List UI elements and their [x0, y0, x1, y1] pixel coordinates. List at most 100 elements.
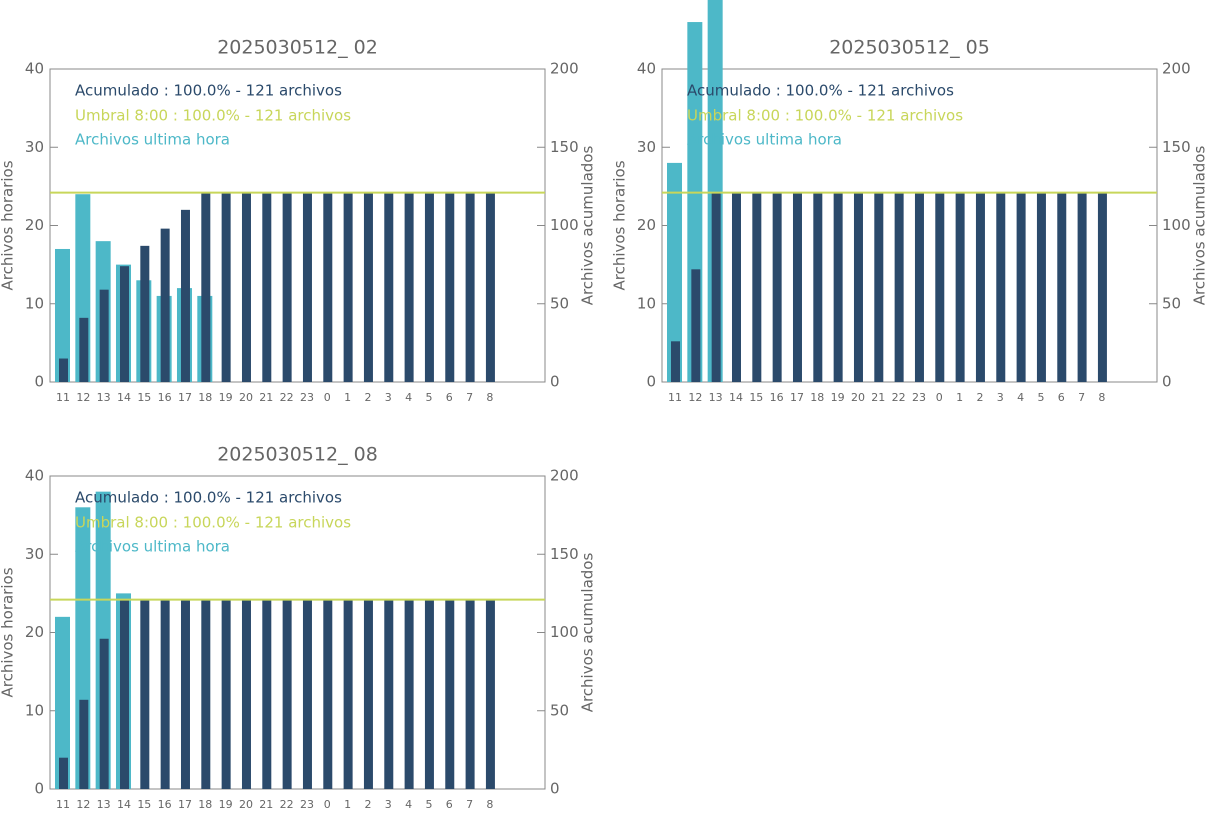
legend-text: Umbral 8:00 : 100.0% - 121 archivos: [75, 514, 351, 532]
x-tick-label: 2: [364, 391, 371, 404]
y-tick-label: 40: [25, 467, 44, 485]
x-tick-label: 7: [466, 798, 473, 811]
cumulative-bar: [222, 600, 231, 789]
cumulative-bar: [976, 193, 985, 382]
y2-tick-label: 150: [550, 138, 579, 156]
cumulative-bar: [323, 600, 332, 789]
x-tick-label: 0: [936, 391, 943, 404]
cumulative-bar: [283, 193, 292, 382]
cumulative-bar: [384, 193, 393, 382]
x-tick-label: 21: [871, 391, 885, 404]
cumulative-bar: [405, 193, 414, 382]
x-tick-label: 2: [976, 391, 983, 404]
cumulative-bar: [895, 193, 904, 382]
x-tick-label: 2: [364, 798, 371, 811]
x-tick-label: 18: [198, 391, 212, 404]
x-tick-label: 22: [280, 391, 294, 404]
cumulative-bar: [323, 193, 332, 382]
cumulative-bar: [201, 600, 210, 789]
y-tick-label: 20: [637, 216, 656, 234]
y2-tick-label: 100: [1162, 216, 1191, 234]
x-tick-label: 6: [446, 798, 453, 811]
cumulative-bar: [100, 639, 109, 789]
x-tick-label: 16: [158, 391, 172, 404]
x-tick-label: 19: [219, 391, 233, 404]
cumulative-bar: [262, 193, 271, 382]
chart-title: 2025030512_ 02: [217, 37, 378, 59]
y-tick-label: 40: [25, 60, 44, 78]
cumulative-bar: [425, 193, 434, 382]
x-tick-label: 17: [790, 391, 804, 404]
cumulative-bar: [344, 600, 353, 789]
legend-text: Acumulado : 100.0% - 121 archivos: [75, 82, 342, 100]
cumulative-bar: [181, 600, 190, 789]
x-tick-label: 23: [300, 798, 314, 811]
y-tick-label: 20: [25, 623, 44, 641]
cumulative-bar: [935, 193, 944, 382]
cumulative-bar: [1078, 193, 1087, 382]
cumulative-bar: [120, 266, 129, 382]
y2-tick-label: 150: [1162, 138, 1191, 156]
x-tick-label: 4: [405, 391, 412, 404]
legend-text: Umbral 8:00 : 100.0% - 121 archivos: [75, 107, 351, 125]
y-tick-label: 30: [637, 138, 656, 156]
cumulative-bar: [834, 193, 843, 382]
x-tick-label: 1: [344, 391, 351, 404]
x-tick-label: 22: [280, 798, 294, 811]
y-tick-label: 10: [637, 294, 656, 312]
x-tick-label: 1: [956, 391, 963, 404]
cumulative-bar: [793, 193, 802, 382]
x-tick-label: 15: [137, 391, 151, 404]
x-tick-label: 5: [425, 798, 432, 811]
x-tick-label: 19: [831, 391, 845, 404]
cumulative-bar: [364, 600, 373, 789]
cumulative-bar: [59, 359, 68, 382]
x-tick-label: 5: [1037, 391, 1044, 404]
cumulative-bar: [344, 193, 353, 382]
x-tick-label: 3: [997, 391, 1004, 404]
chart-title: 2025030512_ 08: [217, 444, 378, 466]
x-tick-label: 5: [425, 391, 432, 404]
cumulative-bar: [732, 193, 741, 382]
legend-text: Umbral 8:00 : 100.0% - 121 archivos: [687, 107, 963, 125]
chart-title: 2025030512_ 05: [829, 37, 990, 59]
cumulative-bar: [956, 193, 965, 382]
x-tick-label: 8: [1098, 391, 1105, 404]
cumulative-bar: [752, 193, 761, 382]
legend-text: Archivos ultima hora: [75, 131, 230, 149]
x-tick-label: 6: [1058, 391, 1065, 404]
cumulative-bar: [201, 193, 210, 382]
x-tick-label: 17: [178, 391, 192, 404]
cumulative-bar: [773, 193, 782, 382]
cumulative-bar: [813, 193, 822, 382]
y2-tick-label: 0: [550, 780, 560, 798]
y2-tick-label: 200: [1162, 60, 1191, 78]
x-tick-label: 21: [259, 391, 273, 404]
x-tick-label: 12: [76, 798, 90, 811]
x-tick-label: 16: [158, 798, 172, 811]
legend-text: Acumulado : 100.0% - 121 archivos: [75, 489, 342, 507]
y-tick-label: 10: [25, 701, 44, 719]
x-tick-label: 6: [446, 391, 453, 404]
cumulative-bar: [405, 600, 414, 789]
cumulative-bar: [283, 600, 292, 789]
x-tick-label: 3: [385, 798, 392, 811]
x-tick-label: 23: [912, 391, 926, 404]
x-tick-label: 16: [770, 391, 784, 404]
cumulative-bar: [486, 600, 495, 789]
x-tick-label: 7: [1078, 391, 1085, 404]
y-axis-label: Archivos horarios: [0, 567, 17, 697]
x-tick-label: 21: [259, 798, 273, 811]
cumulative-bar: [79, 318, 88, 382]
x-tick-label: 0: [324, 391, 331, 404]
y-tick-label: 30: [25, 138, 44, 156]
cumulative-bar: [1037, 193, 1046, 382]
cumulative-bar: [915, 193, 924, 382]
x-tick-label: 18: [198, 798, 212, 811]
y-tick-label: 20: [25, 216, 44, 234]
x-tick-label: 19: [219, 798, 233, 811]
y-axis-label: Archivos horarios: [0, 160, 17, 290]
x-tick-label: 8: [486, 798, 493, 811]
x-tick-label: 4: [1017, 391, 1024, 404]
